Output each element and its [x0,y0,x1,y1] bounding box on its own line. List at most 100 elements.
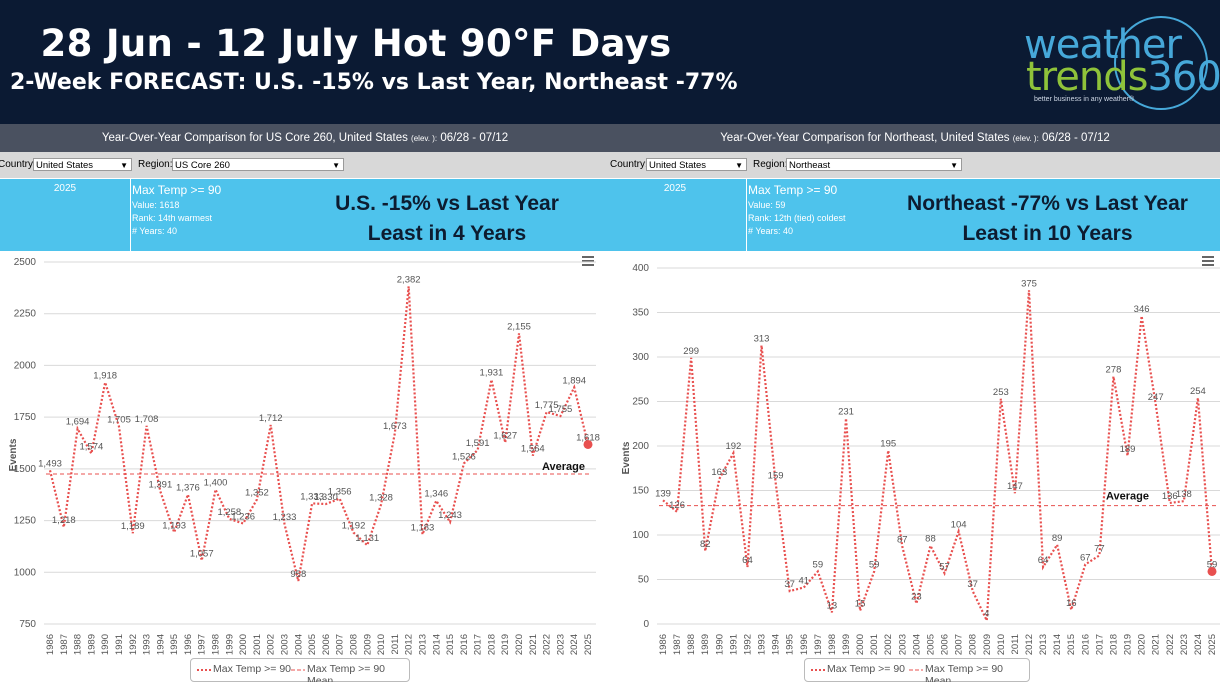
y-tick-label: 300 [632,352,649,363]
chart-menu-icon[interactable] [1202,256,1214,266]
y-tick-label: 1000 [14,567,37,578]
x-tick-label: 2024 [1193,634,1204,655]
x-tick-label: 1994 [155,634,166,655]
country-select[interactable]: United States ▼ [33,158,132,171]
x-tick-label: 2015 [1066,634,1077,655]
data-label: 16 [1066,598,1077,609]
page-subtitle: 2-Week FORECAST: U.S. -15% vs Last Year,… [10,70,738,95]
series-line [662,290,1214,625]
data-label: 1,618 [576,432,600,443]
chevron-down-icon: ▼ [332,161,340,170]
x-tick-label: 2011 [1010,634,1021,654]
data-label: 1,526 [452,451,476,462]
x-tick-label: 2022 [542,634,553,655]
divider [746,179,747,251]
x-tick-label: 1995 [785,634,796,655]
x-tick-label: 1986 [658,634,669,655]
x-tick-label: 2020 [1137,634,1148,655]
region-select[interactable]: US Core 260 ▼ [172,158,344,171]
data-label: 1,400 [204,478,228,489]
data-label: 195 [880,438,896,449]
series-line [48,286,590,582]
x-tick-label: 2021 [1151,634,1162,655]
comparison-note: Northeast -77% vs Last Year Least in 10 … [907,192,1188,245]
data-label: 231 [838,406,854,417]
data-label: 138 [1176,489,1192,500]
x-tick-label: 1997 [813,634,824,655]
y-tick-label: 2000 [14,360,37,371]
x-tick-label: 2005 [925,634,936,655]
x-tick-label: 1999 [841,634,852,655]
x-tick-label: 2018 [486,634,497,655]
y-tick-label: 1750 [14,412,37,423]
data-label: 1,931 [480,368,504,379]
x-tick-label: 1994 [771,634,782,655]
x-tick-label: 2017 [1094,634,1105,655]
stat-block: Max Temp >= 90 Value: 1618 Rank: 14th wa… [132,183,221,236]
x-tick-label: 2000 [855,634,866,655]
country-select[interactable]: United States ▼ [646,158,747,171]
x-tick-label: 1998 [211,634,222,655]
x-tick-label: 1990 [100,634,111,655]
data-label: 1,183 [411,522,435,533]
data-label: 87 [897,535,908,546]
data-label: 192 [725,441,741,452]
x-tick-label: 2023 [1179,634,1190,655]
data-label: 1,708 [135,414,159,425]
average-label: Average [542,461,585,473]
data-label: 163 [711,467,727,478]
data-label: 1,712 [259,413,283,424]
legend-mean: Max Temp >= 90 Mean [307,663,386,682]
data-label: 1,591 [466,438,490,449]
x-tick-label: 2012 [1024,634,1035,655]
data-label: 1,627 [493,431,517,442]
x-tick-label: 2013 [1038,634,1049,655]
value-line: Value: 1618 [132,200,180,210]
x-tick-label: 2017 [473,634,484,655]
x-tick-label: 2003 [897,634,908,655]
x-tick-label: 2018 [1108,634,1119,655]
rank-line: Rank: 14th warmest [132,213,213,223]
x-tick-label: 1996 [183,634,194,655]
years-line: # Years: 40 [132,226,178,236]
chart-legend[interactable]: Max Temp >= 90 Max Temp >= 90 Mean [190,658,410,682]
selector-bar: Country: United States ▼ Region: US Core … [0,152,610,178]
divider [130,179,131,251]
x-tick-label: 1987 [59,634,70,655]
chart-menu-icon[interactable] [582,256,594,266]
x-tick-label: 2022 [1165,634,1176,655]
data-label: 104 [951,519,967,530]
data-label: 1,673 [383,421,407,432]
average-label: Average [1106,491,1149,503]
data-label: 59 [813,559,824,570]
data-label: 189 [1120,444,1136,455]
data-label: 64 [742,555,753,566]
x-tick-label: 1991 [114,634,125,655]
chevron-down-icon: ▼ [735,161,743,170]
data-label: 1,356 [328,487,352,498]
data-label: 67 [1080,552,1091,563]
data-point-last [1207,566,1217,576]
data-label: 254 [1190,386,1206,397]
x-tick-label: 2011 [390,634,401,654]
x-tick-label: 1993 [757,634,768,655]
chart-legend[interactable]: Max Temp >= 90 Max Temp >= 90 Mean [804,658,1030,682]
data-label: 1,131 [355,533,379,544]
info-banner: 2025 Max Temp >= 90 Value: 1618 Rank: 14… [0,179,610,251]
x-tick-label: 1996 [799,634,810,655]
x-tick-label: 2013 [417,634,428,655]
x-tick-label: 2004 [293,634,304,655]
panel-us-core: Year-Over-Year Comparison for US Core 26… [0,124,610,682]
selector-bar: Country: United States ▼ Region: Northeas… [610,152,1220,178]
x-tick-label: 1986 [45,634,56,655]
x-tick-label: 1990 [714,634,725,655]
data-label: 247 [1148,392,1164,403]
data-label: 1,705 [107,414,131,425]
region-select[interactable]: Northeast ▼ [786,158,962,171]
data-label: 82 [700,539,711,550]
data-label: 59 [869,559,880,570]
data-label: 136 [1162,491,1178,502]
data-label: 23 [911,592,922,603]
data-label: 77 [1094,543,1105,554]
x-tick-label: 1988 [73,634,84,655]
